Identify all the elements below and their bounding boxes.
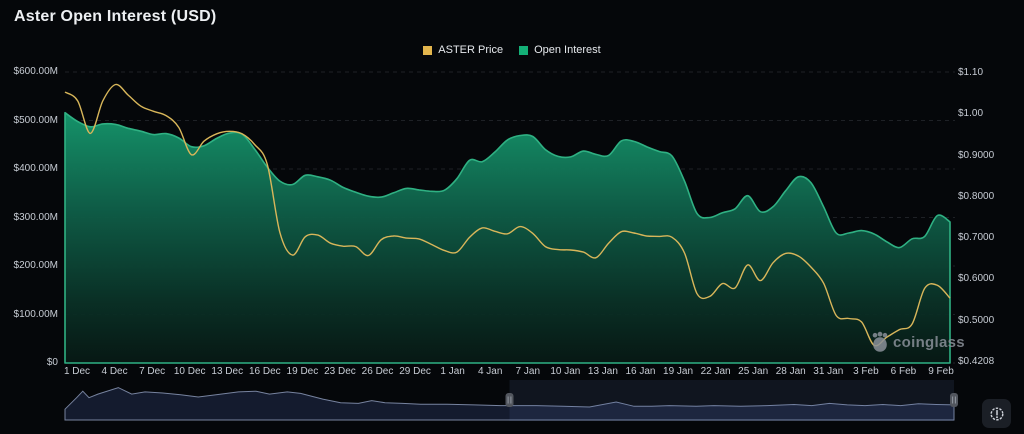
- x-axis-tick: 1 Dec: [63, 366, 91, 377]
- x-axis-tick: 25 Jan: [738, 366, 769, 377]
- legend-item-aster-price[interactable]: ASTER Price: [423, 44, 503, 56]
- x-axis-tick: 23 Dec: [324, 366, 356, 377]
- x-axis-tick: 10 Jan: [550, 366, 581, 377]
- chart-title: Aster Open Interest (USD): [14, 8, 217, 25]
- x-axis-tick: 19 Jan: [663, 366, 694, 377]
- gear-alert-icon: [989, 406, 1004, 421]
- right-axis-tick: $0.5000: [958, 314, 995, 326]
- right-axis-tick: $0.7000: [958, 232, 995, 244]
- navigator-selected-range[interactable]: [509, 380, 955, 421]
- aster-price-line-series: [64, 83, 951, 347]
- left-axis-tick: $400.00M: [13, 163, 58, 174]
- x-axis-tick: 29 Dec: [399, 366, 431, 377]
- navigator-left-handle[interactable]: [505, 393, 514, 407]
- right-axis-tick: $0.8000: [958, 190, 995, 202]
- navigator-right-handle[interactable]: [950, 393, 958, 407]
- left-axis-tick: $300.00M: [13, 211, 58, 223]
- left-axis-tick: $100.00M: [13, 308, 58, 320]
- right-axis-tick: $1.10: [958, 67, 984, 78]
- legend-label-aster-price: ASTER Price: [438, 44, 504, 56]
- right-axis-tick: $0.4208: [958, 356, 995, 367]
- x-axis-tick: 22 Jan: [700, 366, 731, 377]
- right-axis-tick: $0.6000: [958, 273, 995, 285]
- right-axis-tick: $0.9000: [958, 149, 995, 161]
- legend-item-open-interest[interactable]: Open Interest: [519, 44, 601, 56]
- x-axis-tick: 7 Dec: [139, 366, 166, 377]
- x-axis-tick: 28 Jan: [775, 366, 806, 377]
- legend-swatch-aster-price-icon: [423, 45, 433, 55]
- x-axis-tick: 13 Dec: [211, 366, 244, 377]
- navigator[interactable]: [64, 380, 958, 421]
- x-axis-tick: 1 Jan: [440, 366, 465, 377]
- x-axis-tick: 3 Feb: [853, 366, 879, 377]
- legend-label-open-interest: Open Interest: [534, 44, 601, 56]
- left-axis-tick: $500.00M: [13, 114, 58, 126]
- left-axis-tick: $600.00M: [13, 66, 58, 77]
- legend: ASTER Price Open Interest: [0, 44, 1024, 56]
- x-axis-tick: 9 Feb: [928, 366, 954, 377]
- chart-settings-button[interactable]: [982, 399, 1011, 428]
- left-axis-tick: $200.00M: [13, 260, 58, 271]
- open-interest-area-series: [64, 111, 951, 364]
- plot-area[interactable]: [65, 72, 950, 363]
- x-axis-tick: 31 Jan: [813, 366, 844, 377]
- left-axis-tick: $0: [46, 357, 58, 368]
- x-axis-tick: 10 Dec: [173, 366, 206, 377]
- x-axis-tick: 4 Dec: [101, 366, 128, 377]
- x-axis-tick: 16 Dec: [248, 366, 281, 377]
- x-axis-tick: 7 Jan: [515, 366, 541, 377]
- x-axis-tick: 6 Feb: [890, 366, 917, 377]
- right-axis-tick: $1.00: [958, 108, 984, 120]
- x-axis-tick: 4 Jan: [477, 366, 503, 377]
- x-axis-tick: 26 Dec: [361, 366, 394, 377]
- x-axis-tick: 13 Jan: [587, 366, 618, 377]
- x-axis-tick: 19 Dec: [286, 366, 319, 377]
- legend-swatch-open-interest-icon: [519, 45, 529, 55]
- navigator-mini-chart[interactable]: [64, 387, 955, 421]
- x-axis-tick: 16 Jan: [625, 366, 656, 377]
